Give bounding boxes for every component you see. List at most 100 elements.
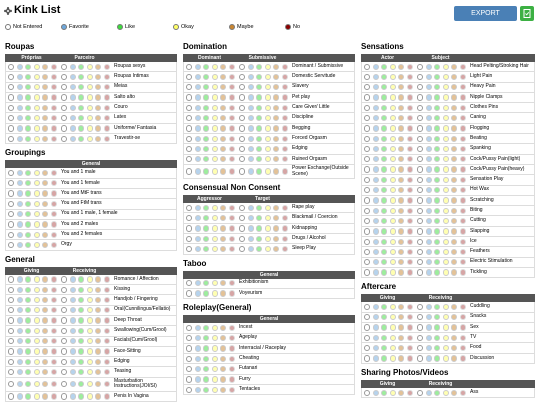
choice-radio[interactable] <box>398 187 405 194</box>
choice-radio[interactable] <box>16 286 23 293</box>
choice-radio[interactable] <box>417 145 424 153</box>
choice-radio[interactable] <box>42 317 49 324</box>
choice-radio[interactable] <box>398 135 405 142</box>
choice-radio[interactable] <box>203 280 210 287</box>
choice-radio[interactable] <box>61 368 68 376</box>
choice-radio[interactable] <box>78 296 85 304</box>
choice-radio[interactable] <box>25 169 32 177</box>
choice-radio[interactable] <box>417 166 424 173</box>
choice-radio[interactable] <box>381 207 388 214</box>
choice-radio[interactable] <box>434 217 441 225</box>
choice-radio[interactable] <box>8 241 15 249</box>
choice-radio[interactable] <box>220 135 227 142</box>
choice-radio[interactable] <box>8 169 15 177</box>
choice-radio[interactable] <box>381 197 388 204</box>
choice-radio[interactable] <box>239 156 246 163</box>
choice-radio[interactable] <box>25 276 32 283</box>
choice-radio[interactable] <box>256 204 263 211</box>
choice-radio[interactable] <box>50 135 57 142</box>
choice-radio[interactable] <box>364 114 371 122</box>
choice-radio[interactable] <box>50 200 57 208</box>
choice-radio[interactable] <box>434 135 441 142</box>
choice-radio[interactable] <box>228 365 235 373</box>
choice-radio[interactable] <box>211 73 218 81</box>
choice-radio[interactable] <box>42 296 49 304</box>
choice-radio[interactable] <box>364 259 371 266</box>
choice-radio[interactable] <box>417 135 424 142</box>
choice-radio[interactable] <box>389 197 396 204</box>
choice-radio[interactable] <box>50 241 57 249</box>
choice-radio[interactable] <box>211 125 218 132</box>
choice-radio[interactable] <box>103 348 110 355</box>
choice-radio[interactable] <box>25 180 32 187</box>
choice-radio[interactable] <box>451 176 458 184</box>
choice-radio[interactable] <box>451 228 458 235</box>
choice-radio[interactable] <box>425 334 432 341</box>
choice-radio[interactable] <box>372 166 379 173</box>
choice-radio[interactable] <box>442 355 449 362</box>
choice-radio[interactable] <box>372 324 379 331</box>
choice-radio[interactable] <box>95 348 102 355</box>
choice-radio[interactable] <box>381 228 388 235</box>
choice-radio[interactable] <box>50 190 57 197</box>
choice-radio[interactable] <box>42 104 49 111</box>
choice-radio[interactable] <box>398 248 405 256</box>
choice-radio[interactable] <box>364 248 371 256</box>
choice-radio[interactable] <box>459 94 466 101</box>
choice-radio[interactable] <box>203 365 210 373</box>
choice-radio[interactable] <box>8 63 15 70</box>
choice-radio[interactable] <box>50 84 57 91</box>
choice-radio[interactable] <box>194 386 201 393</box>
choice-radio[interactable] <box>8 200 15 208</box>
choice-radio[interactable] <box>8 348 15 355</box>
choice-radio[interactable] <box>264 114 271 122</box>
choice-radio[interactable] <box>8 135 15 142</box>
choice-radio[interactable] <box>434 84 441 91</box>
choice-radio[interactable] <box>425 114 432 122</box>
choice-radio[interactable] <box>42 114 49 122</box>
choice-radio[interactable] <box>372 84 379 91</box>
choice-radio[interactable] <box>264 145 271 153</box>
choice-radio[interactable] <box>239 245 246 253</box>
choice-radio[interactable] <box>186 225 193 232</box>
choice-radio[interactable] <box>33 317 40 324</box>
choice-radio[interactable] <box>264 225 271 232</box>
choice-radio[interactable] <box>86 73 93 81</box>
choice-radio[interactable] <box>33 231 40 238</box>
choice-radio[interactable] <box>16 125 23 132</box>
choice-radio[interactable] <box>239 135 246 142</box>
choice-radio[interactable] <box>434 73 441 81</box>
choice-radio[interactable] <box>16 135 23 142</box>
choice-radio[interactable] <box>398 355 405 362</box>
choice-radio[interactable] <box>398 94 405 101</box>
choice-radio[interactable] <box>389 314 396 321</box>
choice-radio[interactable] <box>459 84 466 91</box>
choice-radio[interactable] <box>25 286 32 293</box>
choice-radio[interactable] <box>389 324 396 331</box>
choice-radio[interactable] <box>103 296 110 304</box>
choice-radio[interactable] <box>16 114 23 122</box>
choice-radio[interactable] <box>194 345 201 352</box>
choice-radio[interactable] <box>247 73 254 81</box>
choice-radio[interactable] <box>442 145 449 153</box>
choice-radio[interactable] <box>239 84 246 91</box>
choice-radio[interactable] <box>451 187 458 194</box>
choice-radio[interactable] <box>86 286 93 293</box>
choice-radio[interactable] <box>16 307 23 314</box>
choice-radio[interactable] <box>247 104 254 111</box>
choice-radio[interactable] <box>434 104 441 111</box>
choice-radio[interactable] <box>220 386 227 393</box>
choice-radio[interactable] <box>389 217 396 225</box>
choice-radio[interactable] <box>33 241 40 249</box>
choice-radio[interactable] <box>442 334 449 341</box>
choice-radio[interactable] <box>33 73 40 81</box>
choice-radio[interactable] <box>203 335 210 342</box>
choice-radio[interactable] <box>78 307 85 314</box>
choice-radio[interactable] <box>50 358 57 365</box>
choice-radio[interactable] <box>273 245 280 253</box>
choice-radio[interactable] <box>69 393 76 400</box>
choice-radio[interactable] <box>406 197 413 204</box>
choice-radio[interactable] <box>69 368 76 376</box>
choice-radio[interactable] <box>451 197 458 204</box>
choice-radio[interactable] <box>194 280 201 287</box>
